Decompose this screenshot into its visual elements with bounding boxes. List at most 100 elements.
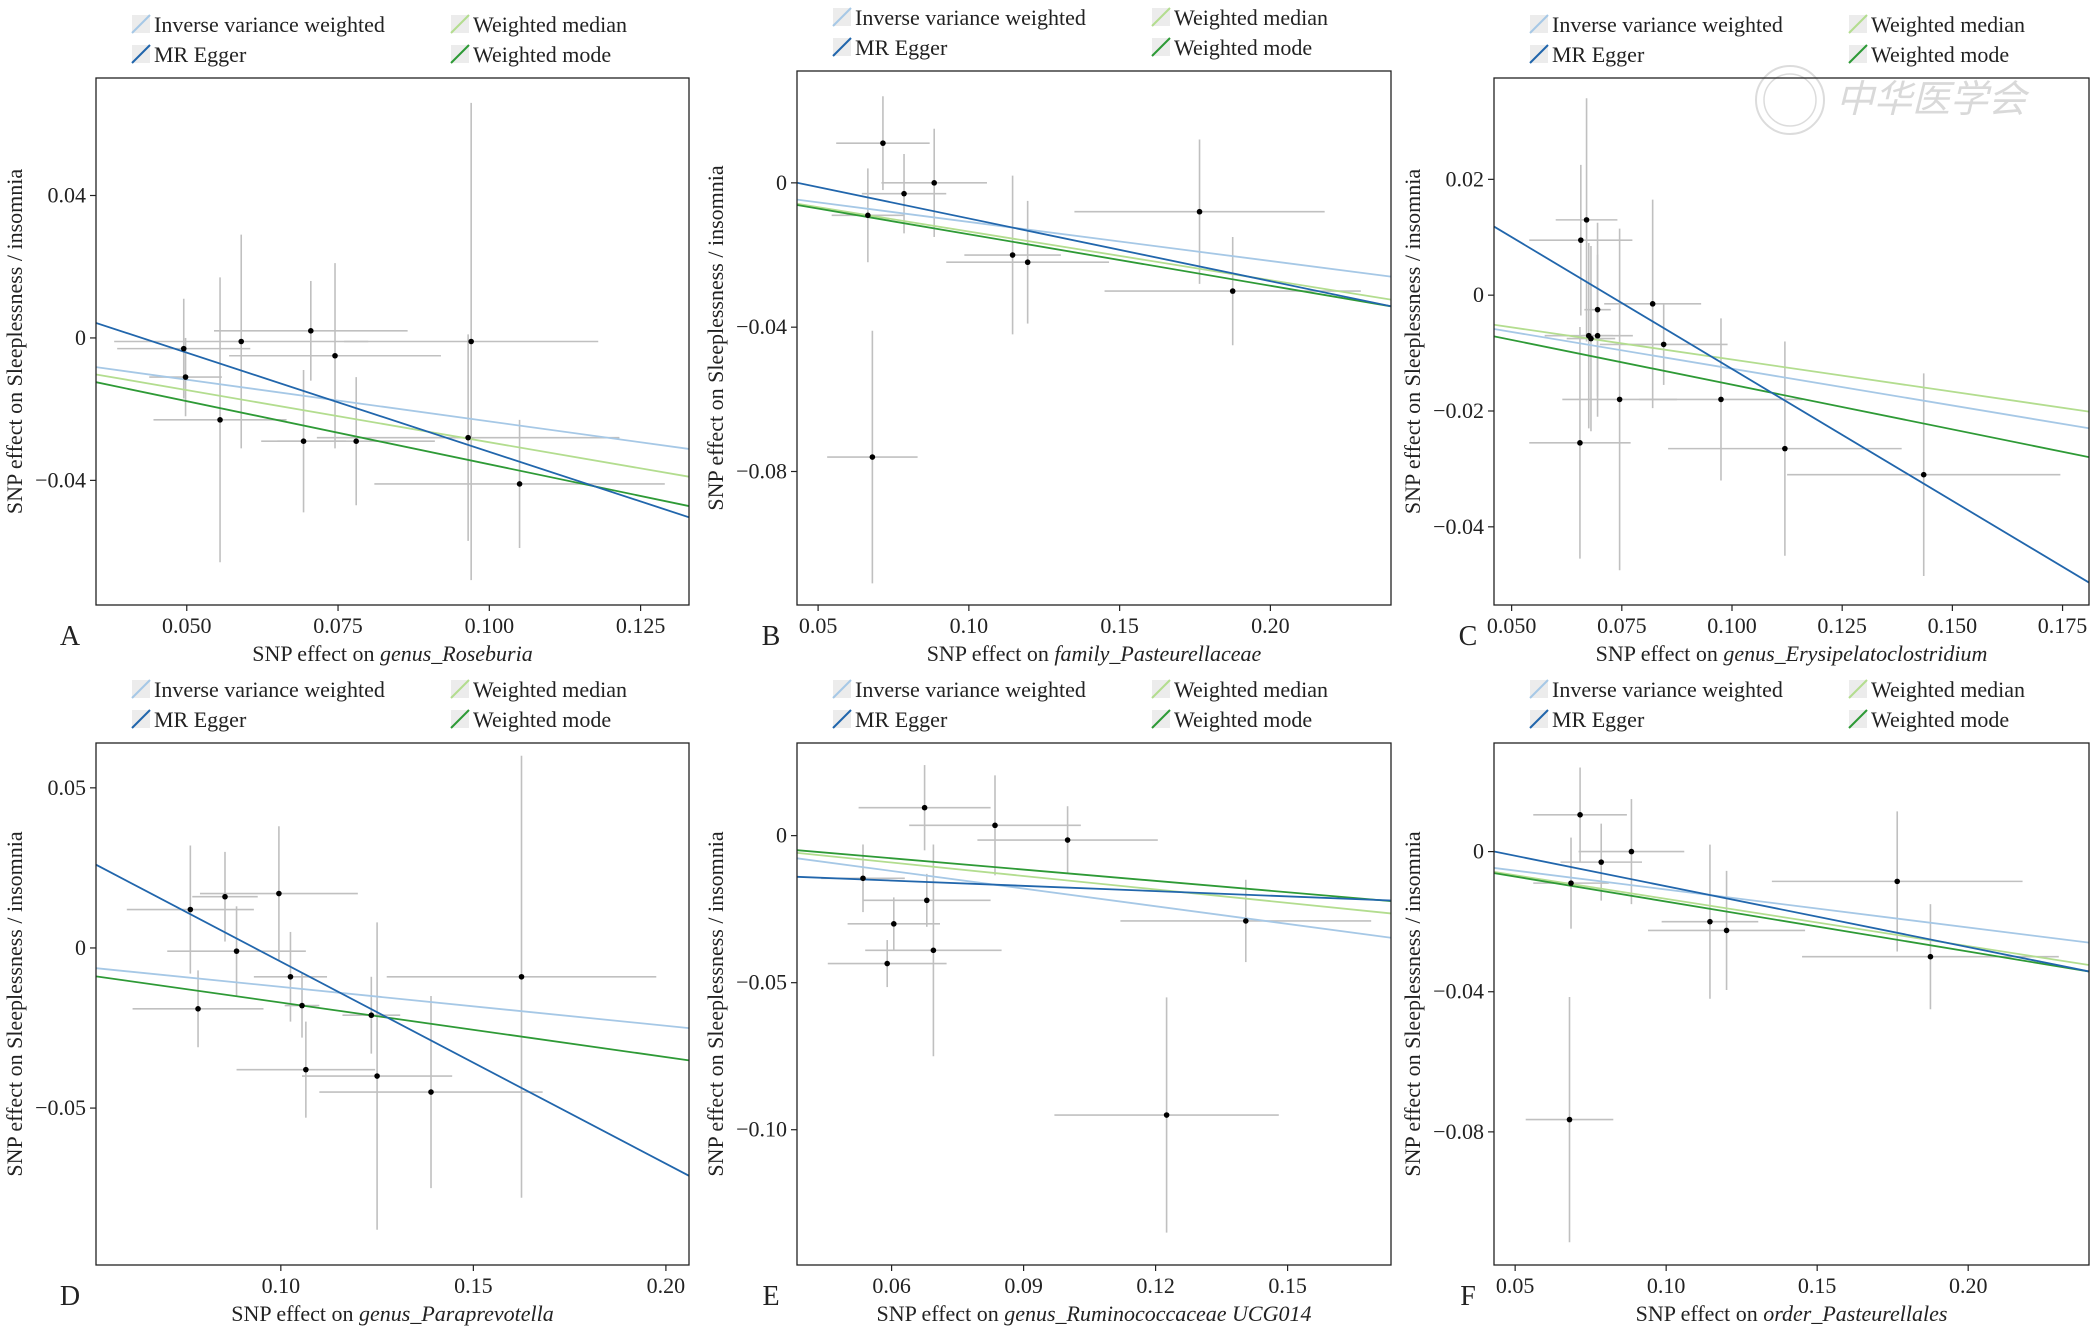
legend-label-wmode: Weighted mode	[1174, 35, 1312, 60]
legend: Inverse variance weighted Weighted median…	[132, 12, 627, 67]
line-wmedian	[797, 853, 1391, 914]
legend-label-wmedian: Weighted median	[473, 12, 627, 37]
y-tick-label: −0.10	[736, 1117, 787, 1142]
x-axis-title: SNP effect on genus_Ruminococcaceae UCG0…	[876, 1301, 1311, 1326]
data-point	[901, 191, 907, 197]
plot-frame	[1494, 78, 2089, 605]
data-point	[1718, 397, 1724, 403]
line-wmode	[797, 850, 1391, 901]
y-tick-label: −0.04	[1433, 514, 1484, 539]
line-wmode	[1494, 873, 2089, 971]
x-tick-label: 0.15	[1100, 613, 1139, 638]
figure: 中华医学会 0.050 0.075 0.100 0.1250.040−0.04SNP …	[0, 0, 2098, 1341]
legend-key-egger	[833, 38, 851, 56]
y-tick-label: −0.04	[736, 314, 787, 339]
legend-key-wmode	[451, 710, 469, 728]
x-tick-label: 0.15	[1268, 1273, 1307, 1298]
data-point	[1588, 336, 1594, 342]
legend-label-wmedian: Weighted median	[473, 677, 627, 702]
y-axis-title: SNP effect on Sleeplessness / insomnia	[2, 169, 27, 514]
data-point	[299, 1003, 305, 1009]
plot-area	[797, 765, 1391, 1233]
legend-label-wmode: Weighted mode	[1871, 42, 2009, 67]
x-axis-title: SNP effect on genus_Paraprevotella	[231, 1301, 553, 1326]
panel-f: 0.05 0.10 0.15 0.20 0 −0.04 −0.08 SNP effect on…	[1400, 677, 2089, 1326]
x-tick-label: 0.12	[1136, 1273, 1175, 1298]
y-tick-label: −0.02	[1433, 398, 1484, 423]
data-point	[1164, 1112, 1170, 1118]
plot-frame	[797, 71, 1391, 605]
data-point	[1782, 446, 1788, 452]
legend-label-egger: MR Egger	[154, 42, 247, 67]
data-point	[517, 481, 523, 487]
legend-key-egger	[833, 710, 851, 728]
legend-key-wmode	[1152, 710, 1170, 728]
data-point	[234, 948, 240, 954]
panel-letter: C	[1459, 621, 1478, 652]
y-tick-label: 0	[776, 823, 787, 848]
x-axis-title-prefix: SNP effect on	[252, 641, 380, 666]
data-point	[884, 961, 890, 967]
line-wmedian	[1494, 872, 2089, 965]
panel-letter: A	[60, 621, 81, 652]
legend-key-egger	[1530, 45, 1548, 63]
x-tick-label: 0.10	[262, 1273, 301, 1298]
x-tick-label: 0.09	[1004, 1273, 1043, 1298]
legend: Inverse variance weighted Weighted median…	[833, 677, 1328, 732]
data-point	[519, 974, 525, 980]
data-point	[195, 1006, 201, 1012]
data-point	[217, 417, 223, 423]
x-axis-title-taxon: genus_Paraprevotella	[359, 1301, 554, 1326]
data-point	[1595, 333, 1601, 339]
x-axis-title: SNP effect on genus_Roseburia	[252, 641, 532, 666]
y-tick-label: −0.05	[35, 1095, 86, 1120]
x-tick-label: 0.175	[2038, 613, 2088, 638]
x-axis-title-taxon: family_Pasteurellaceae	[1054, 641, 1261, 666]
data-point	[870, 454, 876, 460]
plot-area	[1494, 98, 2089, 582]
data-point	[1617, 397, 1623, 403]
x-axis-title-taxon: genus_Roseburia	[380, 641, 533, 666]
legend-label-egger: MR Egger	[855, 707, 948, 732]
line-wmode	[1494, 336, 2089, 457]
legend: Inverse variance weighted Weighted median…	[1530, 677, 2025, 732]
data-point	[1065, 837, 1071, 843]
legend-label-ivw: Inverse variance weighted	[154, 677, 385, 702]
legend-label-wmode: Weighted mode	[473, 707, 611, 732]
line-egger	[797, 877, 1391, 901]
data-point	[465, 435, 471, 441]
data-point	[1598, 859, 1604, 865]
legend-key-ivw	[1530, 15, 1548, 33]
data-point	[353, 438, 359, 444]
line-wmode	[797, 205, 1391, 306]
data-point	[1724, 928, 1730, 934]
legend-key-wmedian	[1152, 8, 1170, 26]
line-wmedian	[96, 374, 689, 476]
data-point	[238, 339, 244, 345]
panel-letter: E	[762, 1281, 779, 1312]
x-tick-label: 0.05	[1496, 1273, 1535, 1298]
x-tick-label: 0.050	[1487, 613, 1537, 638]
x-tick-label: 0.100	[465, 613, 515, 638]
data-point	[891, 921, 897, 927]
line-wmedian	[1494, 325, 2089, 412]
y-tick-label: 0.02	[1446, 166, 1485, 191]
legend-label-ivw: Inverse variance weighted	[1552, 677, 1783, 702]
panel-e: 0.06 0.09 0.12 0.150−0.05−0.10SNP effect on…	[703, 677, 1391, 1326]
legend-label-wmedian: Weighted median	[1174, 5, 1328, 30]
legend: Inverse variance weighted Weighted median…	[132, 677, 627, 732]
y-tick-label: 0.04	[48, 183, 87, 208]
data-point	[1595, 307, 1601, 313]
panel-letter: F	[1460, 1281, 1476, 1312]
panel-d: 0.10 0.15 0.200.050−0.05SNP effect on genu…	[2, 677, 689, 1326]
data-point	[1578, 237, 1584, 243]
legend-key-egger	[132, 710, 150, 728]
x-axis-title: SNP effect on family_Pasteurellaceae	[927, 641, 1262, 666]
data-point	[924, 898, 930, 904]
legend-key-egger	[1530, 710, 1548, 728]
y-tick-label: −0.08	[1433, 1119, 1484, 1144]
y-tick-label: 0	[1473, 282, 1484, 307]
y-tick-label: −0.04	[35, 467, 86, 492]
line-ivw	[797, 858, 1391, 937]
data-point	[1629, 849, 1635, 855]
